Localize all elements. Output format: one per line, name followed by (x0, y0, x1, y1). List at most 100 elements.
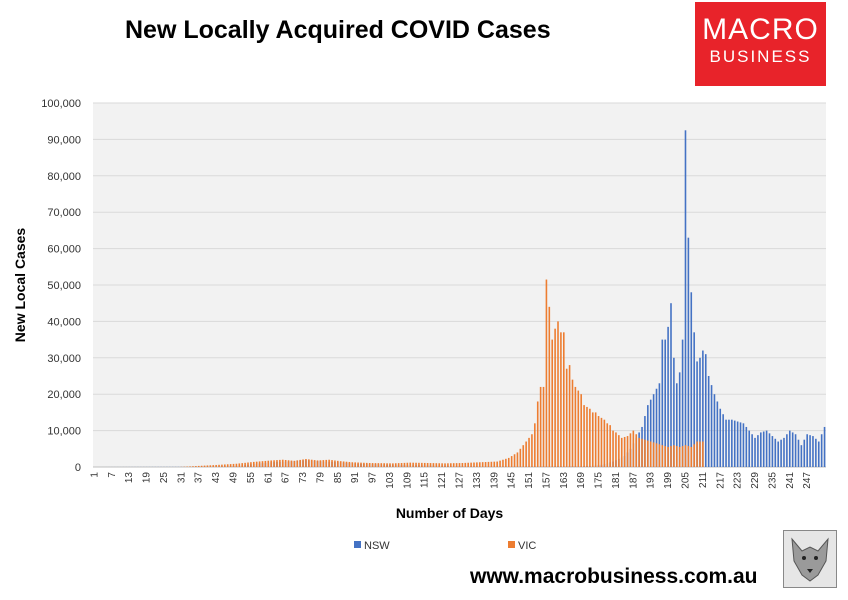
bar-nsw (812, 436, 814, 467)
bar-vic (510, 456, 513, 467)
bar-vic (374, 463, 377, 467)
bar-nsw (742, 423, 745, 467)
bar-vic (250, 462, 252, 467)
bar-vic (632, 430, 635, 467)
x-tick-label: 175 (594, 472, 605, 489)
x-tick-label: 235 (767, 472, 778, 489)
bar-vic (647, 440, 649, 467)
bar-vic (612, 430, 614, 467)
x-tick-label: 193 (646, 472, 657, 489)
bar-vic (626, 436, 629, 467)
bar-vic (641, 438, 643, 467)
bar-chart: 0 10,000 20,000 30,000 40,000 50,000 60,000 70,… (12, 98, 826, 552)
bar-vic (560, 332, 562, 467)
bar-vic (328, 459, 330, 467)
bar-nsw (736, 421, 739, 467)
bar-vic (296, 460, 299, 467)
bar-vic (276, 460, 278, 467)
bar-nsw (791, 432, 794, 467)
bar-nsw (786, 434, 788, 467)
bar-vic (310, 459, 313, 467)
bar-vic (403, 462, 406, 467)
bar-nsw (655, 388, 658, 467)
bar-vic (702, 441, 704, 467)
bar-vic (235, 463, 238, 467)
bar-vic (620, 437, 623, 467)
bar-vic (586, 406, 588, 467)
x-tick-label: 247 (802, 472, 813, 489)
bar-vic (380, 463, 383, 467)
x-tick-label: 241 (785, 472, 796, 489)
legend-swatch-vic (508, 541, 515, 548)
bar-vic (334, 460, 336, 467)
bar-vic (337, 460, 339, 467)
bar-vic (450, 463, 452, 467)
bar-vic (673, 445, 675, 467)
bar-vic (348, 461, 351, 467)
bar-vic (308, 459, 310, 467)
bar-nsw (690, 292, 693, 467)
y-tick-label: 20,000 (47, 389, 81, 401)
bar-vic (302, 459, 304, 467)
bar-vic (357, 462, 359, 467)
bar-nsw (751, 434, 753, 467)
bar-nsw (699, 357, 701, 467)
bar-vic (229, 464, 232, 467)
x-tick-label: 187 (628, 472, 639, 489)
bar-nsw (771, 436, 774, 467)
bar-vic (247, 462, 249, 467)
x-tick-label: 109 (402, 472, 413, 489)
y-tick-label: 80,000 (47, 171, 81, 183)
bar-vic (565, 368, 568, 467)
bar-vic (545, 279, 548, 467)
bar-vic (319, 460, 322, 467)
y-tick-label: 40,000 (47, 316, 81, 328)
bar-nsw (757, 435, 759, 467)
bar-vic (499, 460, 501, 467)
bar-vic (293, 460, 296, 467)
bar-vic (354, 462, 356, 467)
x-tick-label: 145 (507, 472, 518, 489)
bar-vic (221, 464, 223, 467)
bar-vic (284, 459, 287, 467)
bar-vic (342, 461, 345, 467)
bar-vic (392, 463, 394, 467)
x-tick-label: 55 (246, 472, 257, 484)
bar-vic (644, 439, 646, 467)
bar-vic (455, 463, 458, 467)
bar-vic (313, 460, 316, 467)
bar-vic (423, 462, 426, 467)
bar-vic (470, 462, 472, 467)
x-tick-label: 13 (124, 472, 135, 484)
bar-nsw (707, 376, 710, 467)
bar-nsw (739, 422, 742, 467)
bar-vic (377, 463, 380, 467)
bar-nsw (658, 383, 661, 467)
bar-nsw (702, 350, 704, 467)
bar-vic (200, 465, 203, 467)
y-tick-label: 50,000 (47, 280, 81, 292)
bar-vic (481, 462, 484, 467)
bar-vic (224, 464, 226, 467)
bar-vic (493, 461, 496, 467)
bar-vic (365, 462, 368, 467)
bar-vic (209, 465, 212, 467)
bar-vic (345, 461, 348, 467)
bar-vic (571, 379, 574, 467)
bar-vic (473, 462, 475, 467)
bar-vic (505, 458, 507, 467)
bar-vic (580, 394, 582, 467)
bar-vic (568, 365, 571, 467)
bar-vic (670, 446, 672, 467)
bar-vic (197, 465, 200, 467)
bar-nsw (783, 437, 785, 467)
bar-nsw (713, 394, 716, 467)
bar-vic (525, 441, 527, 467)
bar-vic (574, 386, 577, 467)
bar-nsw (710, 385, 713, 467)
website-url[interactable]: www.macrobusiness.com.au (470, 565, 758, 588)
x-tick-label: 19 (142, 472, 153, 484)
bar-vic (458, 463, 461, 467)
legend-label-vic: VIC (518, 540, 536, 552)
bar-vic (461, 462, 464, 467)
